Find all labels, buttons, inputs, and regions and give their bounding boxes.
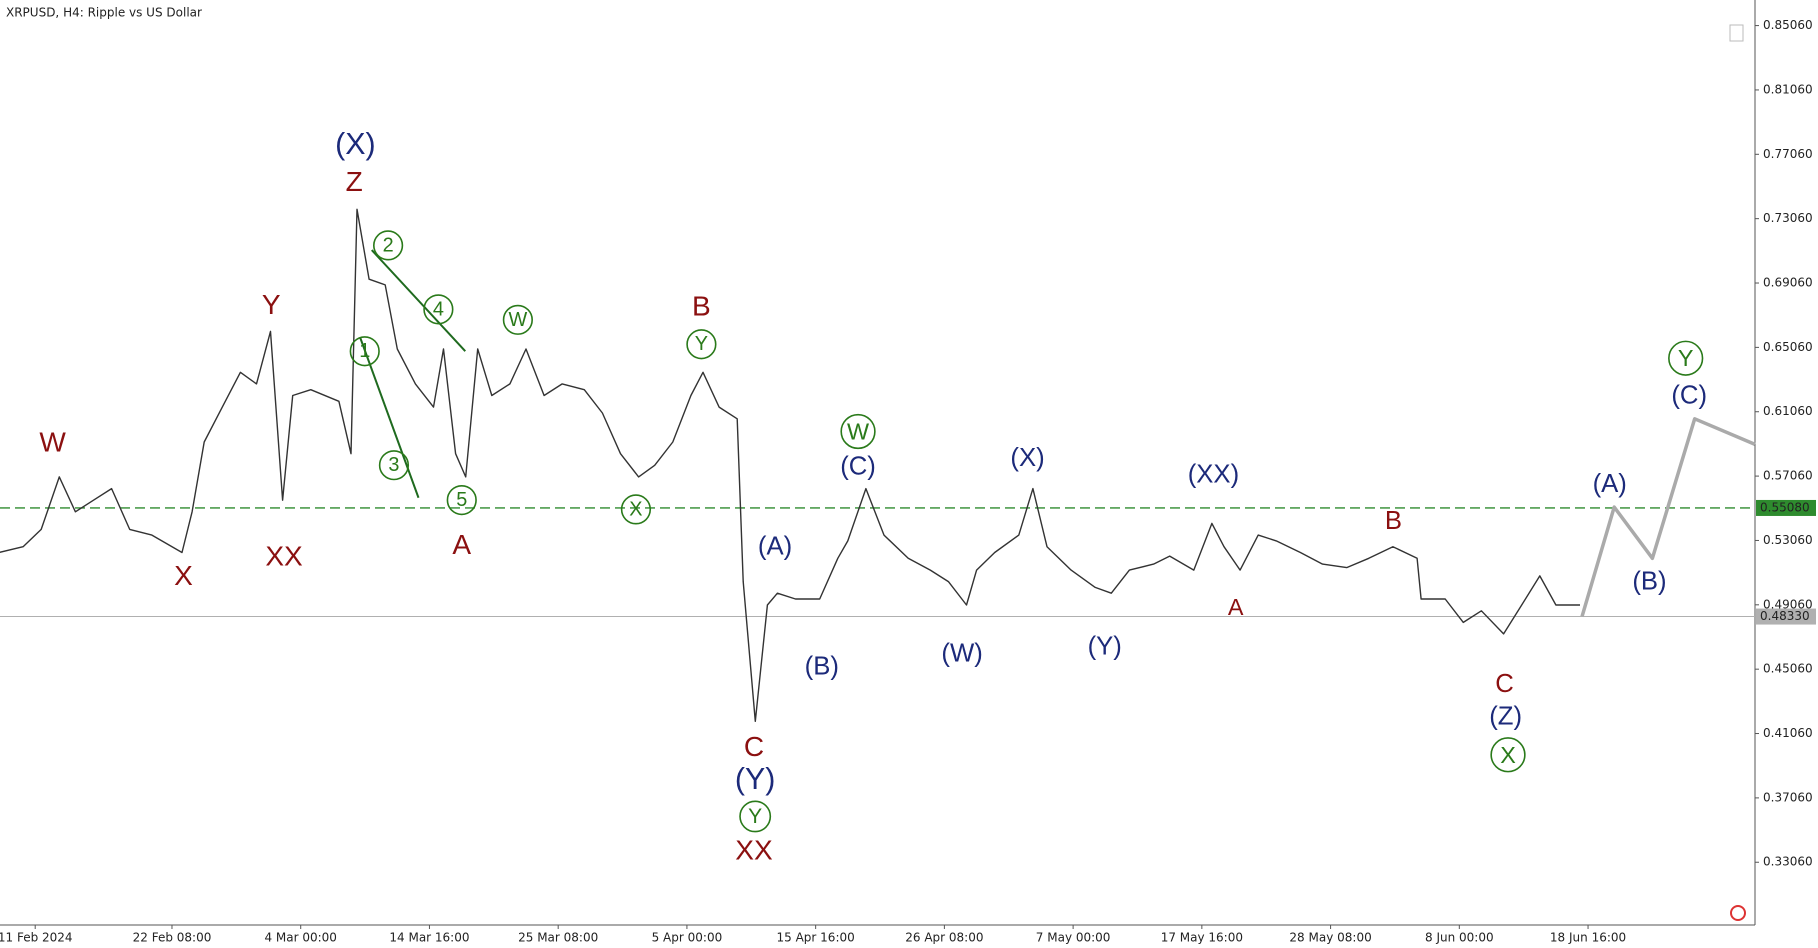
wave-label: B	[692, 290, 711, 321]
wave-circle	[378, 450, 410, 481]
x-tick-label: 15 Apr 16:00	[777, 931, 855, 945]
icon	[1729, 24, 1744, 42]
wave-label: (B)	[805, 652, 839, 680]
y-tick-label: 0.73060	[1763, 211, 1813, 225]
y-tick-label: 0.85060	[1763, 18, 1813, 32]
x-tick-label: 4 Mar 00:00	[264, 931, 337, 945]
wave-label: Z	[346, 166, 363, 197]
y-tick-label: 0.81060	[1763, 82, 1813, 96]
chart-title: XRPUSD, H4: Ripple vs US Dollar	[6, 6, 202, 20]
wave-circle	[840, 413, 876, 450]
wave-circle	[446, 484, 477, 516]
wave-circle	[620, 494, 652, 525]
wave-label: C	[744, 731, 764, 762]
wave-label: 3	[388, 454, 399, 476]
x-tick-label: 28 May 08:00	[1289, 931, 1371, 945]
wave-label: A	[1228, 594, 1244, 620]
price-level-label: 0.55080	[1760, 500, 1810, 514]
wave-circle	[739, 800, 772, 833]
wave-label: 2	[383, 234, 394, 256]
wave-label: (A)	[758, 533, 792, 561]
wave-label: XX	[265, 540, 303, 571]
wave-label: Y	[262, 289, 281, 320]
wave-label: A	[452, 529, 471, 560]
y-tick-label: 0.49060	[1763, 597, 1813, 611]
x-tick-label: 22 Feb 08:00	[133, 931, 212, 945]
x-tick-label: 7 May 00:00	[1036, 931, 1111, 945]
wave-label: (C)	[840, 452, 876, 480]
wave-label: Y	[695, 333, 708, 355]
wave-label: W	[39, 426, 66, 457]
wave-label: X	[1500, 742, 1516, 768]
wave-label: (W)	[941, 640, 982, 668]
y-tick-label: 0.61060	[1763, 404, 1813, 418]
x-tick-label: 8 Jun 00:00	[1425, 931, 1494, 945]
wave-label: Y	[748, 805, 762, 828]
price-level-box	[1756, 608, 1816, 625]
wave-circle	[1668, 340, 1704, 376]
wave-circle	[372, 230, 404, 261]
wave-label: (X)	[1010, 444, 1044, 472]
x-tick-label: 17 May 16:00	[1161, 931, 1243, 945]
icon	[1730, 905, 1746, 921]
wave-label: (C)	[1671, 381, 1707, 409]
trend-line	[371, 249, 466, 352]
y-tick-label: 0.33060	[1763, 855, 1813, 869]
wave-label: Y	[1678, 345, 1694, 371]
price-level-label: 0.48330	[1760, 609, 1810, 623]
wave-circle	[502, 304, 533, 335]
wave-label: 4	[433, 298, 444, 320]
y-tick-label: 0.45060	[1763, 662, 1813, 676]
y-tick-label: 0.69060	[1763, 276, 1813, 290]
price-level-box	[1756, 499, 1816, 516]
wave-label: W	[847, 418, 869, 444]
wave-label: X	[174, 560, 193, 591]
wave-circle	[349, 336, 380, 367]
wave-label: (A)	[1593, 470, 1627, 498]
price-line	[0, 208, 1580, 722]
y-tick-label: 0.41060	[1763, 726, 1813, 740]
x-tick-label: 18 Jun 16:00	[1550, 931, 1626, 945]
wave-label: B	[1385, 507, 1402, 535]
y-tick-label: 0.53060	[1763, 533, 1813, 547]
y-tick-label: 0.37060	[1763, 790, 1813, 804]
x-tick-label: 5 Apr 00:00	[652, 931, 723, 945]
wave-label: X	[629, 498, 642, 520]
x-tick-label: 26 Apr 08:00	[905, 931, 983, 945]
x-tick-label: 11 Feb 2024	[0, 931, 73, 945]
wave-circle	[686, 329, 717, 360]
wave-label: (Y)	[735, 762, 776, 796]
wave-label: XX	[735, 835, 773, 866]
wave-label: (XX)	[1188, 461, 1239, 489]
wave-label: (Z)	[1489, 702, 1522, 730]
wave-label: 1	[359, 340, 370, 362]
wave-label: (Y)	[1088, 633, 1122, 661]
y-tick-label: 0.65060	[1763, 340, 1813, 354]
y-tick-label: 0.77060	[1763, 147, 1813, 161]
forecast-line	[1580, 417, 1756, 618]
wave-label: W	[508, 309, 527, 331]
wave-label: (B)	[1632, 568, 1666, 596]
y-tick-label: 0.57060	[1763, 469, 1813, 483]
x-tick-label: 14 Mar 16:00	[389, 931, 469, 945]
x-tick-label: 25 Mar 08:00	[518, 931, 598, 945]
wave-label: C	[1495, 670, 1514, 698]
wave-label: 5	[456, 489, 467, 511]
wave-circle	[423, 294, 454, 325]
wave-label: (X)	[335, 127, 376, 161]
wave-circle	[1490, 737, 1526, 773]
